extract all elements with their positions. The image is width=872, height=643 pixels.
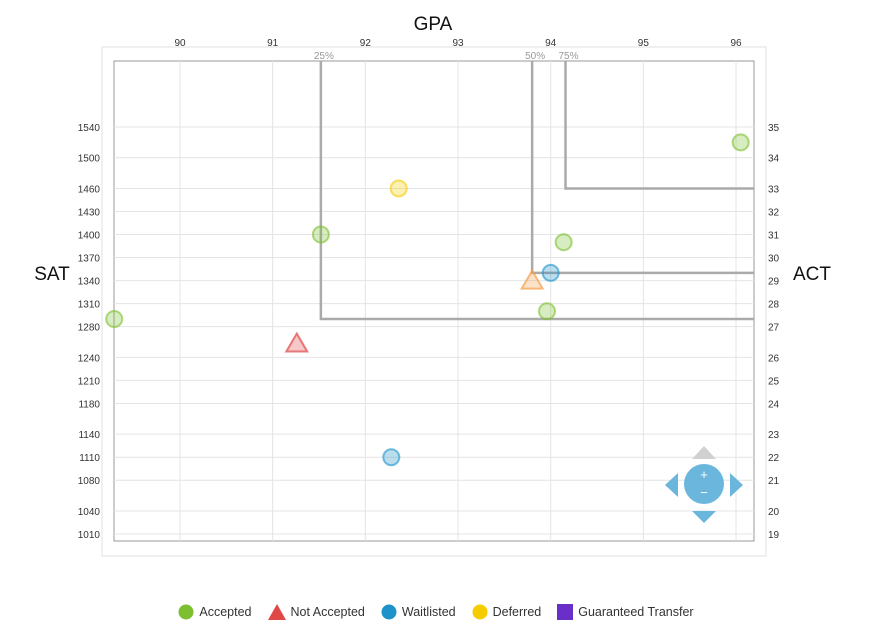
- x-tick-label: 94: [545, 38, 557, 49]
- pan-right-button[interactable]: [730, 473, 743, 497]
- act-tick-label: 31: [768, 231, 780, 242]
- plot-area: [113, 60, 755, 542]
- x-tick-label: 93: [452, 38, 464, 49]
- sat-axis-title: SAT: [34, 264, 70, 285]
- sat-tick-label: 1210: [78, 376, 101, 387]
- legend-item[interactable]: Accepted: [178, 604, 252, 620]
- act-tick-label: 23: [768, 430, 780, 441]
- legend-label: Accepted: [199, 605, 252, 619]
- percentile-line-25: [319, 61, 754, 321]
- act-tick-label: 19: [768, 530, 780, 541]
- legend-item[interactable]: Guaranteed Transfer: [557, 604, 694, 620]
- x-tick-label: 91: [267, 38, 279, 49]
- legend-label: Waitlisted: [401, 605, 456, 619]
- legend-label: Guaranteed Transfer: [578, 605, 694, 619]
- x-tick-label: 90: [174, 38, 186, 49]
- accepted-point[interactable]: [105, 309, 124, 328]
- x-tick-label: 95: [638, 38, 650, 49]
- sat-tick-label: 1010: [78, 530, 101, 541]
- act-tick-label: 33: [768, 184, 780, 195]
- legend-item[interactable]: Deferred: [472, 604, 542, 620]
- sat-tick-label: 1280: [78, 323, 101, 334]
- x-tick-label: 96: [730, 38, 742, 49]
- waitlisted-point[interactable]: [382, 448, 401, 467]
- accepted-point[interactable]: [311, 225, 330, 244]
- sat-tick-label: 1080: [78, 476, 101, 487]
- percentile-line-50: [530, 61, 754, 275]
- act-tick-label: 22: [768, 453, 780, 464]
- act-tick-label: 27: [768, 323, 780, 334]
- act-tick-label: 26: [768, 353, 780, 364]
- zoom-control[interactable]: [684, 464, 724, 504]
- accepted-point[interactable]: [731, 133, 750, 152]
- legend-label: Deferred: [492, 605, 542, 619]
- sat-tick-label: 1460: [78, 184, 101, 195]
- circle-icon: [472, 604, 488, 620]
- act-tick-label: 35: [768, 123, 780, 134]
- act-tick-label: 30: [768, 254, 780, 265]
- sat-tick-label: 1370: [78, 254, 101, 265]
- act-tick-label: 32: [768, 207, 780, 218]
- percentile-label: 25%: [314, 51, 334, 62]
- sat-tick-label: 1340: [78, 277, 101, 288]
- sat-tick-label: 1040: [78, 507, 101, 518]
- x-tick-label: 92: [360, 38, 372, 49]
- act-tick-label: 34: [768, 154, 780, 165]
- sat-tick-label: 1180: [78, 399, 100, 410]
- sat-tick-label: 1310: [78, 300, 101, 311]
- outer-frame: [101, 46, 767, 557]
- act-tick-label: 21: [768, 476, 780, 487]
- deferred-point[interactable]: [389, 179, 408, 198]
- zoom-out-icon[interactable]: −: [700, 485, 708, 500]
- square-icon: [557, 604, 574, 620]
- legend-label: Not Accepted: [290, 605, 365, 619]
- x-axis-title: GPA: [414, 14, 453, 35]
- percentile-label: 50%: [525, 51, 545, 62]
- act-tick-label: 29: [768, 277, 780, 288]
- pan-left-button[interactable]: [665, 473, 678, 497]
- not-accepted-point[interactable]: [284, 331, 310, 353]
- pan-up-button[interactable]: [692, 446, 716, 459]
- zoom-in-icon[interactable]: +: [700, 467, 708, 482]
- sat-tick-label: 1140: [78, 430, 100, 441]
- act-tick-label: 20: [768, 507, 780, 518]
- sat-tick-label: 1400: [78, 231, 101, 242]
- sat-tick-label: 1110: [79, 453, 100, 464]
- percentile-line-75: [564, 61, 754, 190]
- legend-item[interactable]: Not Accepted: [267, 604, 365, 620]
- percentile-label: 75%: [558, 51, 578, 62]
- sat-tick-label: 1540: [78, 123, 101, 134]
- pan-down-button[interactable]: [692, 511, 716, 523]
- not-accepted-highlighted--point[interactable]: [519, 268, 545, 290]
- sat-tick-label: 1240: [78, 353, 101, 364]
- circle-icon: [178, 604, 194, 620]
- act-tick-label: 24: [768, 399, 780, 410]
- accepted-point[interactable]: [537, 302, 556, 321]
- circle-icon: [381, 604, 397, 620]
- accepted-point[interactable]: [554, 233, 573, 252]
- act-tick-label: 25: [768, 376, 780, 387]
- sat-tick-label: 1500: [78, 154, 101, 165]
- act-tick-label: 28: [768, 300, 780, 311]
- act-axis-title: ACT: [793, 264, 831, 285]
- triangle-icon: [267, 604, 286, 620]
- legend-item[interactable]: Waitlisted: [381, 604, 456, 620]
- waitlisted-point[interactable]: [541, 263, 560, 282]
- sat-tick-label: 1430: [78, 207, 101, 218]
- legend: Accepted Not Accepted Waitlisted Deferred Gu…: [0, 604, 872, 620]
